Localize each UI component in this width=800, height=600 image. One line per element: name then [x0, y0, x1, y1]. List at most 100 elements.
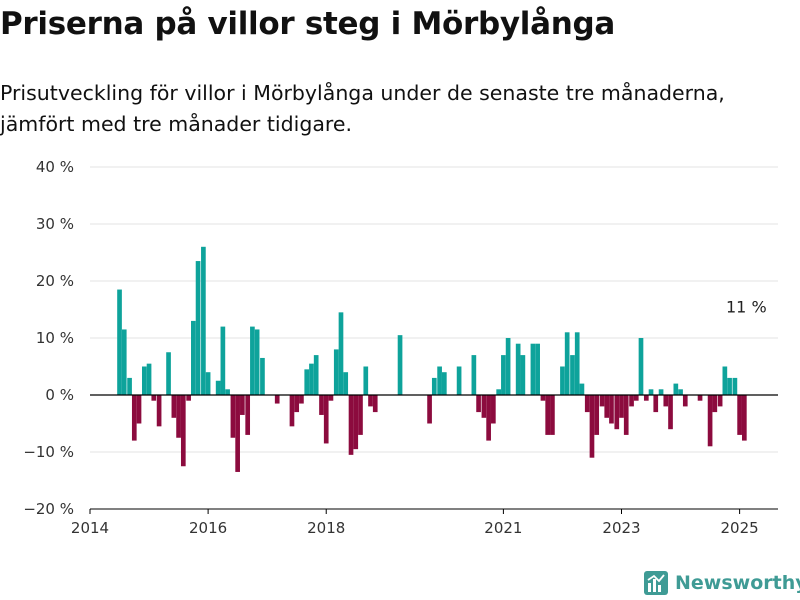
- bar-positive: [254, 329, 260, 395]
- bar-positive: [501, 355, 506, 395]
- bar-positive: [201, 246, 206, 395]
- y-tick-label: −10 %: [23, 443, 74, 461]
- bar-negative: [245, 395, 251, 435]
- bar-positive: [121, 329, 127, 395]
- bar-negative: [663, 395, 669, 407]
- newsworthy-logo-icon: [644, 571, 668, 595]
- x-tick-label: 2014: [71, 519, 109, 537]
- bar-negative: [136, 395, 142, 424]
- bar-negative: [299, 395, 304, 404]
- bar-negative: [353, 395, 359, 450]
- bar-negative: [476, 395, 481, 413]
- last-value-annotation: 11 %: [726, 297, 767, 316]
- bar-negative: [481, 395, 487, 418]
- bar-positive: [515, 343, 521, 395]
- bar-positive: [441, 372, 447, 395]
- bar-negative: [348, 395, 354, 455]
- bar-positive: [638, 338, 644, 395]
- bar-positive: [117, 289, 122, 395]
- bar-positive: [431, 377, 437, 395]
- bar-positive: [363, 366, 369, 395]
- bar-negative: [599, 395, 605, 407]
- bar-negative: [491, 395, 496, 424]
- bar-negative: [176, 395, 181, 438]
- bar-positive: [304, 369, 310, 395]
- y-tick-label: 40 %: [36, 158, 74, 176]
- bar-positive: [456, 366, 462, 395]
- bar-negative: [289, 395, 295, 427]
- y-tick-label: 30 %: [36, 215, 74, 233]
- y-tick-label: −20 %: [23, 500, 74, 518]
- bar-negative: [742, 395, 747, 441]
- bar-negative: [643, 395, 649, 401]
- bar-positive: [309, 363, 314, 395]
- bar-negative: [486, 395, 491, 441]
- bar-positive: [191, 320, 196, 395]
- bar-negative: [545, 395, 551, 435]
- bar-positive: [535, 343, 540, 395]
- bar-positive: [220, 326, 226, 395]
- bar-positive: [437, 366, 442, 395]
- bar-negative: [131, 395, 137, 441]
- bar-positive: [166, 352, 171, 395]
- bar-negative: [653, 395, 659, 413]
- bar-negative: [550, 395, 555, 435]
- bar-positive: [127, 377, 132, 395]
- bar-negative: [540, 395, 546, 401]
- bar-positive: [333, 349, 339, 395]
- bar-negative: [707, 395, 713, 447]
- bar-negative: [294, 395, 300, 413]
- bar-negative: [230, 395, 236, 438]
- bar-negative: [368, 395, 373, 407]
- bar-positive: [520, 355, 526, 395]
- page-subtitle: Prisutveckling för villor i Mörbylånga u…: [0, 81, 725, 136]
- bar-negative: [186, 395, 191, 401]
- bar-positive: [570, 355, 575, 395]
- bar-negative: [156, 395, 162, 427]
- bar-negative: [372, 395, 378, 413]
- bar-positive: [505, 338, 511, 395]
- bar-negative: [594, 395, 600, 435]
- x-tick-label: 2023: [602, 519, 640, 537]
- y-tick-label: 20 %: [36, 272, 74, 290]
- bar-negative: [589, 395, 595, 458]
- bar-positive: [574, 332, 580, 395]
- bar-negative: [180, 395, 186, 467]
- bar-negative: [235, 395, 240, 472]
- bar-chart: −20 % −10 % 0 % 10 % 20 % 30 % 40 % 2014 2016 201…: [23, 158, 778, 537]
- bar-negative: [358, 395, 363, 435]
- bar-negative: [737, 395, 742, 435]
- bar-positive: [215, 380, 221, 395]
- bar-positive: [564, 332, 570, 395]
- x-tick-label: 2025: [721, 519, 759, 537]
- bar-positive: [205, 372, 211, 395]
- bar-positive: [732, 377, 738, 395]
- bar-positive: [471, 355, 477, 395]
- bar-negative: [319, 395, 324, 415]
- bar-positive: [579, 383, 585, 395]
- y-tick-label: 0 %: [45, 386, 74, 404]
- bar-negative: [604, 395, 610, 418]
- bar-positive: [560, 366, 565, 395]
- bar-negative: [712, 395, 718, 413]
- bar-positive: [397, 335, 403, 395]
- bar-positive: [722, 366, 728, 395]
- brand-name: Newsworthy: [675, 572, 800, 594]
- bar-positive: [530, 343, 536, 395]
- x-tick-label: 2021: [484, 519, 522, 537]
- bar-negative: [629, 395, 634, 407]
- bar-negative: [584, 395, 590, 413]
- bar-positive: [678, 389, 683, 395]
- bar-positive: [338, 312, 344, 395]
- bar-positive: [496, 389, 502, 395]
- x-tick-label: 2016: [189, 519, 227, 537]
- bar-negative: [328, 395, 334, 401]
- bar-negative: [240, 395, 245, 415]
- bar-negative: [151, 395, 157, 401]
- bar-negative: [274, 395, 280, 404]
- bar-negative: [623, 395, 629, 435]
- bar-positive: [673, 383, 679, 395]
- bar-negative: [717, 395, 723, 407]
- bar-negative: [427, 395, 432, 424]
- bar-positive: [195, 261, 201, 395]
